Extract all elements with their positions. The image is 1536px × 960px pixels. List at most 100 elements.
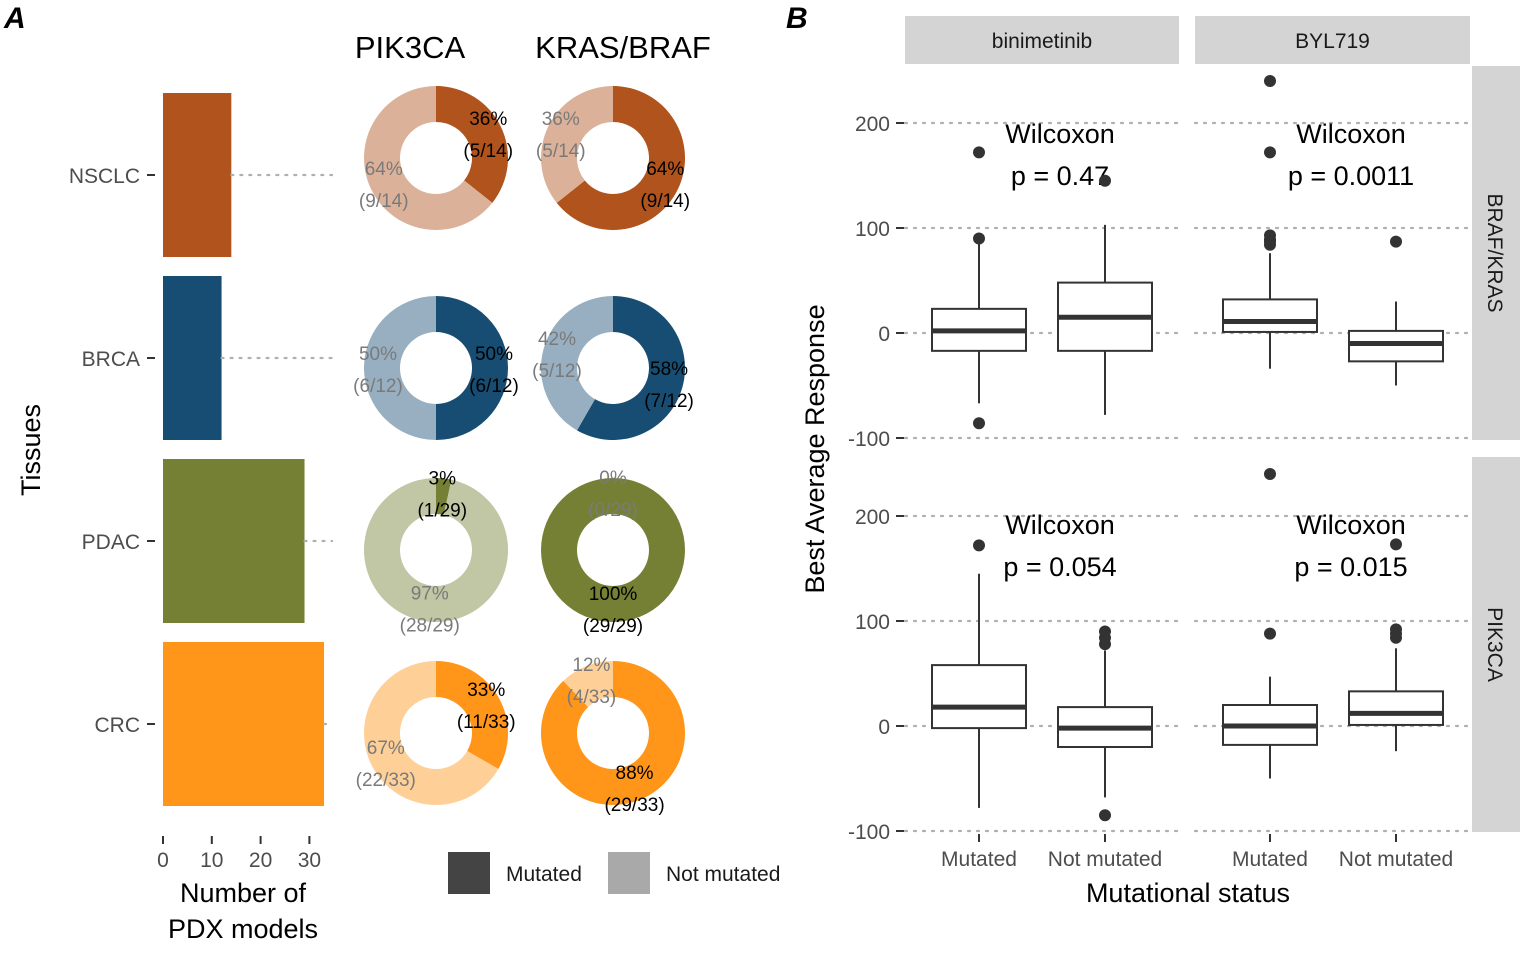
facet-strip-braf-kras bbox=[1472, 66, 1520, 440]
box-mutated bbox=[1222, 75, 1318, 369]
outlier-point bbox=[1390, 235, 1402, 248]
x-tick-label-10: 10 bbox=[200, 849, 223, 872]
y-tick-label: 200 bbox=[855, 113, 890, 136]
y-tick-label: 0 bbox=[878, 323, 890, 346]
donut-slice-mutated bbox=[556, 86, 685, 230]
facet-strip-binimetinib bbox=[905, 16, 1179, 64]
donut-crc-kras-braf: 88% (29/33) 12% (4/33) bbox=[541, 655, 686, 816]
facet-strip-pik3ca bbox=[1472, 457, 1520, 832]
outlier-point bbox=[1390, 623, 1402, 636]
donut-label-mutated-pct: 100% bbox=[589, 584, 638, 605]
donut-column-title-pik3ca: PIK3CA bbox=[355, 30, 466, 65]
wilcoxon-label: Wilcoxon bbox=[1296, 119, 1406, 149]
wilcoxon-p-value: p = 0.0011 bbox=[1288, 161, 1414, 191]
box-body bbox=[1222, 298, 1318, 333]
donut-label-mutated-pct: 3% bbox=[429, 468, 457, 489]
donut-label-mutated-pct: 50% bbox=[475, 344, 513, 365]
donut-brca-pik3ca: 50% (6/12) 50% (6/12) bbox=[353, 296, 519, 440]
donut-label-mutated-pct: 36% bbox=[469, 109, 507, 130]
box-mutated bbox=[931, 146, 1027, 430]
panel-label-b: B bbox=[786, 2, 808, 35]
bar-pdac bbox=[163, 459, 305, 623]
donut-label-not-mutated-pct: 64% bbox=[365, 159, 403, 180]
donut-slice-mutated bbox=[577, 296, 686, 440]
donut-column-title-kras-braf: KRAS/BRAF bbox=[535, 30, 711, 65]
x-axis-title-line-1: Number of bbox=[180, 878, 307, 908]
donut-label-mutated-count: (11/33) bbox=[457, 712, 516, 733]
facet-strip-byl719 bbox=[1195, 16, 1470, 64]
donut-pdac-pik3ca: 3% (1/29) 97% (28/29) bbox=[364, 468, 509, 637]
facet-strip-label-pik3ca: PIK3CA bbox=[1483, 607, 1506, 682]
y-tick-label: 100 bbox=[855, 611, 890, 634]
legend-key-not-mutated bbox=[608, 852, 650, 894]
wilcoxon-label: Wilcoxon bbox=[1005, 119, 1115, 149]
donut-label-not-mutated-pct: 42% bbox=[538, 329, 576, 350]
donut-label-mutated-count: (7/12) bbox=[644, 391, 694, 412]
outlier-point bbox=[1264, 229, 1276, 242]
legend: Mutated Not mutated bbox=[448, 852, 780, 894]
outlier-point bbox=[1264, 468, 1276, 480]
facet-panel-braf-kras-byl719: Wilcoxon p = 0.0011 bbox=[1222, 75, 1444, 386]
y-tick-label-pdac: PDAC bbox=[82, 531, 140, 554]
box-mutated bbox=[931, 539, 1027, 808]
y-axis-title: Best Average Response bbox=[800, 304, 830, 593]
donut-crc-pik3ca: 33% (11/33) 67% (22/33) bbox=[356, 661, 516, 805]
y-tick-label: -100 bbox=[848, 428, 890, 451]
outlier-point bbox=[1264, 627, 1276, 640]
donut-slice-not-mutated bbox=[363, 661, 499, 805]
wilcoxon-p-value: p = 0.015 bbox=[1294, 552, 1407, 582]
donut-slice-not-mutated bbox=[541, 296, 613, 431]
donut-label-mutated-count: (29/29) bbox=[583, 616, 643, 637]
panel-label-a: A bbox=[3, 2, 26, 35]
x-tick-label-0: 0 bbox=[157, 849, 169, 872]
donut-label-not-mutated-count: (9/14) bbox=[359, 191, 409, 212]
donut-brca-kras-braf: 58% (7/12) 42% (5/12) bbox=[532, 296, 694, 440]
donut-label-not-mutated-pct: 50% bbox=[359, 344, 397, 365]
donut-label-not-mutated-pct: 12% bbox=[572, 655, 610, 676]
donut-label-mutated-count: (9/14) bbox=[640, 191, 690, 212]
donut-slice-not-mutated bbox=[563, 661, 613, 707]
donut-slice-not-mutated bbox=[363, 86, 493, 231]
y-axis-title: Tissues bbox=[16, 404, 46, 496]
donut-label-not-mutated-count: (0/29) bbox=[588, 500, 638, 521]
box-not-mutated bbox=[1348, 538, 1444, 752]
outlier-point bbox=[1099, 809, 1111, 822]
box-not-mutated bbox=[1348, 235, 1444, 386]
donut-slice-mutated bbox=[541, 478, 685, 622]
donut-label-not-mutated-count: (6/12) bbox=[353, 376, 403, 397]
wilcoxon-p-value: p = 0.47 bbox=[1011, 161, 1109, 191]
donut-label-mutated-pct: 64% bbox=[646, 159, 684, 180]
donut-label-mutated-pct: 58% bbox=[650, 359, 688, 380]
facet-panel-pik3ca-byl719: Wilcoxon p = 0.015 bbox=[1222, 468, 1444, 779]
outlier-point bbox=[973, 232, 985, 245]
bar-brca bbox=[163, 276, 222, 440]
outlier-point bbox=[973, 146, 985, 159]
y-tick-label-crc: CRC bbox=[95, 714, 141, 737]
donut-nsclc-kras-braf: 64% (9/14) 36% (5/14) bbox=[536, 86, 690, 230]
donut-label-not-mutated-pct: 0% bbox=[599, 468, 627, 489]
bar-crc bbox=[163, 642, 325, 806]
response-boxplot-facets: binimetinib BYL719 BRAF/KRAS PIK3CA -100 0 100… bbox=[800, 16, 1520, 908]
donut-label-not-mutated-count: (5/14) bbox=[536, 141, 586, 162]
facet-panel-pik3ca-binimetinib: Wilcoxon p = 0.054 bbox=[931, 510, 1153, 822]
donut-label-not-mutated-pct: 97% bbox=[411, 584, 449, 605]
outlier-point bbox=[973, 539, 985, 552]
bar-nsclc bbox=[163, 93, 232, 257]
outlier-point bbox=[1099, 174, 1111, 187]
donut-label-not-mutated-count: (5/12) bbox=[532, 361, 582, 382]
x-tick-label-not-mutated: Not mutated bbox=[1339, 848, 1453, 871]
donut-slice-not-mutated bbox=[364, 478, 509, 622]
facet-strip-label-braf-kras: BRAF/KRAS bbox=[1483, 193, 1506, 312]
y-tick-label: 0 bbox=[878, 716, 890, 739]
box-not-mutated bbox=[1057, 174, 1153, 415]
mutation-donut-grid: PIK3CA KRAS/BRAF 36% (5/14) 64% (9/14) 64% (9/1… bbox=[353, 30, 711, 816]
y-tick-label: 200 bbox=[855, 506, 890, 529]
legend-label-mutated: Mutated bbox=[506, 863, 582, 886]
tissue-bar-chart: Tissues NSCLC BRCA PDAC CRC 0 10 20 30 Number of P… bbox=[16, 93, 334, 944]
donut-label-not-mutated-count: (28/29) bbox=[400, 616, 460, 637]
x-tick-label-20: 20 bbox=[249, 849, 272, 872]
donut-label-mutated-count: (1/29) bbox=[417, 500, 467, 521]
x-tick-label-mutated: Mutated bbox=[941, 848, 1017, 871]
y-tick-label-brca: BRCA bbox=[82, 348, 140, 371]
